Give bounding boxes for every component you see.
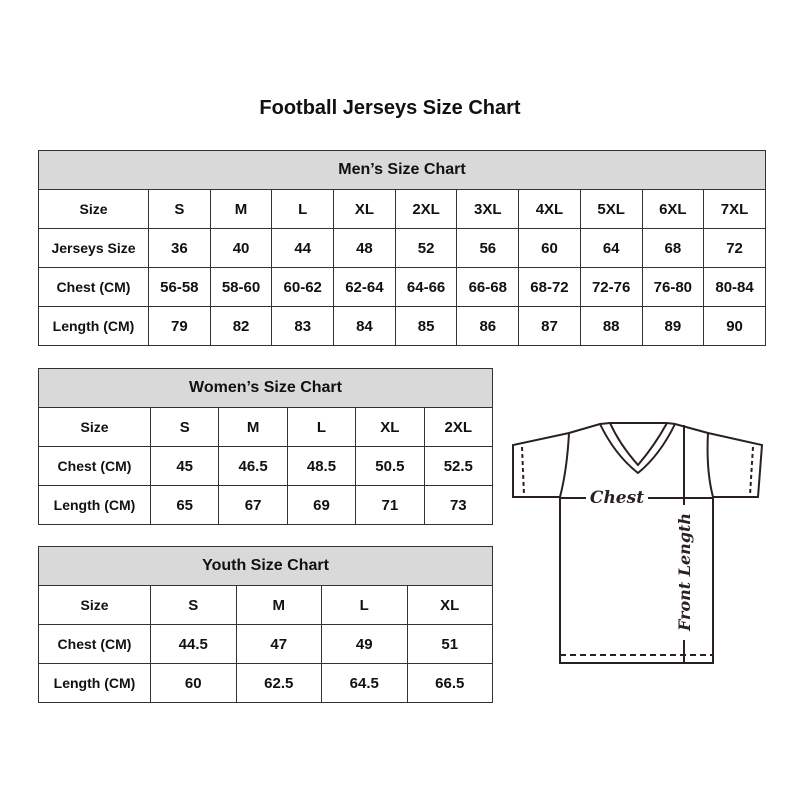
sleeve-hem-left xyxy=(521,446,525,496)
table-cell: 65 xyxy=(149,485,220,525)
table-row: Chest (CM) 44.5 47 49 51 xyxy=(38,624,494,664)
table-cell: 68 xyxy=(641,228,705,268)
table-cell: 71 xyxy=(355,485,425,525)
table-cell: 60 xyxy=(518,228,581,268)
collar xyxy=(599,422,676,475)
table-cell: 86 xyxy=(456,306,520,346)
table-cell: 90 xyxy=(703,306,766,346)
table-cell: 45 xyxy=(149,446,220,486)
row-label: Size xyxy=(38,585,151,625)
table-cell: 73 xyxy=(423,485,494,525)
table-cell: 67 xyxy=(218,485,288,525)
row-label: Jerseys Size xyxy=(38,228,149,268)
table-row: Jerseys Size 36 40 44 48 52 56 60 64 68 72 xyxy=(38,228,766,268)
table-cell: M xyxy=(235,585,322,625)
table-cell: 84 xyxy=(333,306,396,346)
table-cell: 69 xyxy=(286,485,357,525)
men-table-heading: Men’s Size Chart xyxy=(38,150,766,190)
table-cell: 66-68 xyxy=(456,267,520,307)
jersey-outline xyxy=(512,422,764,664)
table-cell: XL xyxy=(333,189,396,229)
youth-size-table: Youth Size Chart Size S M L XL Chest (CM) 44.5 4… xyxy=(37,546,494,703)
table-cell: 79 xyxy=(148,306,211,346)
table-cell: L xyxy=(321,585,408,625)
table-cell: L xyxy=(286,407,357,447)
front-length-label: Front Length xyxy=(675,513,694,632)
table-cell: 48.5 xyxy=(286,446,357,486)
table-cell: 85 xyxy=(394,306,458,346)
table-cell: 2XL xyxy=(423,407,494,447)
table-row: Length (CM) 60 62.5 64.5 66.5 xyxy=(38,663,494,703)
table-cell: M xyxy=(218,407,288,447)
table-cell: 4XL xyxy=(518,189,581,229)
table-cell: 5XL xyxy=(579,189,643,229)
table-cell: 52.5 xyxy=(423,446,494,486)
table-cell: 64.5 xyxy=(321,663,408,703)
row-label: Size xyxy=(38,189,149,229)
table-cell: 62.5 xyxy=(235,663,322,703)
table-cell: 44 xyxy=(271,228,335,268)
table-cell: 51 xyxy=(406,624,494,664)
table-cell: 66.5 xyxy=(406,663,494,703)
row-label: Length (CM) xyxy=(38,485,151,525)
table-cell: 56-58 xyxy=(148,267,211,307)
row-label: Length (CM) xyxy=(38,663,151,703)
women-table-heading: Women’s Size Chart xyxy=(37,368,494,408)
chest-label: Chest xyxy=(590,488,644,508)
table-row: Length (CM) 65 67 69 71 73 xyxy=(38,485,494,525)
table-row: Length (CM) 79 82 83 84 85 86 87 88 89 90 xyxy=(38,306,766,346)
youth-table-heading: Youth Size Chart xyxy=(37,546,494,586)
womens-size-table: Women’s Size Chart Size S M L XL 2XL Chest (CM)… xyxy=(37,368,494,525)
table-cell: 50.5 xyxy=(355,446,425,486)
table-cell: 36 xyxy=(148,228,211,268)
table-cell: 60-62 xyxy=(271,267,335,307)
sleeve-hem-right xyxy=(749,446,754,496)
table-cell: 68-72 xyxy=(518,267,581,307)
mens-size-table: Men’s Size Chart Size S M L XL 2XL 3XL 4XL 5XL 6XL… xyxy=(38,150,766,346)
table-cell: XL xyxy=(355,407,425,447)
table-cell: 88 xyxy=(579,306,643,346)
row-label: Size xyxy=(38,407,151,447)
row-label: Chest (CM) xyxy=(38,624,151,664)
table-cell: 44.5 xyxy=(150,624,237,664)
table-row: Chest (CM) 45 46.5 48.5 50.5 52.5 xyxy=(38,446,494,486)
table-cell: 7XL xyxy=(703,189,766,229)
table-cell: 87 xyxy=(518,306,581,346)
page-title: Football Jerseys Size Chart xyxy=(259,97,521,119)
table-row: Size S M L XL 2XL 3XL 4XL 5XL 6XL 7XL xyxy=(38,189,766,229)
table-cell: 76-80 xyxy=(641,267,705,307)
table-cell: 60 xyxy=(150,663,237,703)
table-cell: 47 xyxy=(235,624,322,664)
table-cell: 48 xyxy=(333,228,396,268)
table-cell: S xyxy=(150,585,237,625)
table-cell: 82 xyxy=(209,306,273,346)
table-cell: 72-76 xyxy=(579,267,643,307)
table-row: Size S M L XL 2XL xyxy=(38,407,494,447)
table-cell: 64 xyxy=(579,228,643,268)
table-cell: 49 xyxy=(321,624,408,664)
table-cell: L xyxy=(271,189,335,229)
table-cell: 40 xyxy=(209,228,273,268)
table-cell: 80-84 xyxy=(703,267,766,307)
table-cell: 6XL xyxy=(641,189,705,229)
table-row: Size S M L XL xyxy=(38,585,494,625)
row-label: Length (CM) xyxy=(38,306,149,346)
row-label: Chest (CM) xyxy=(38,446,151,486)
table-cell: 62-64 xyxy=(333,267,396,307)
